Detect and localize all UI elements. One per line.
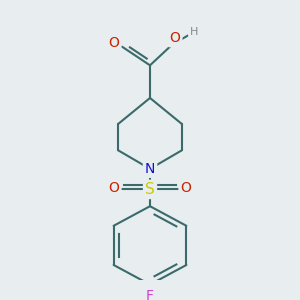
Text: O: O <box>109 36 119 50</box>
Text: N: N <box>145 162 155 176</box>
Text: O: O <box>181 182 191 196</box>
Text: F: F <box>146 289 154 300</box>
Text: H: H <box>190 27 198 37</box>
Text: S: S <box>145 182 155 197</box>
Text: O: O <box>109 182 119 196</box>
Text: O: O <box>169 31 180 45</box>
